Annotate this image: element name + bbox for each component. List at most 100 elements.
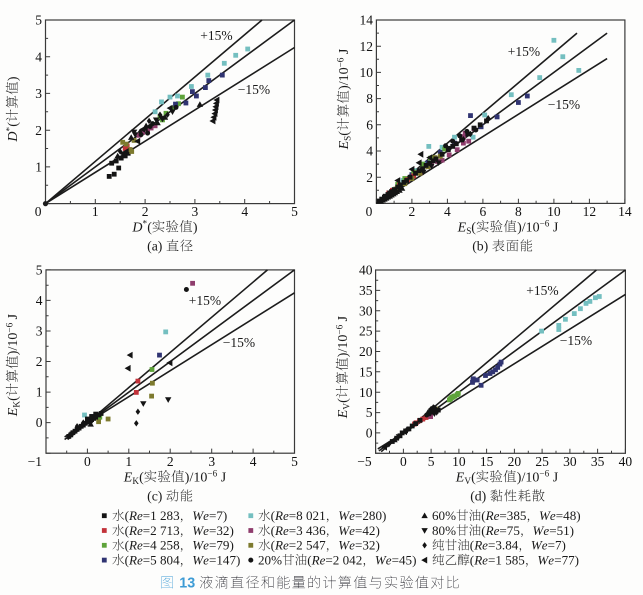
svg-text:=280): =280) [355,508,386,523]
svg-text:Re: Re [274,523,289,538]
svg-text:2: 2 [35,123,42,138]
svg-text:=42): =42) [355,523,380,538]
svg-text:(: ( [307,552,311,567]
svg-text:We: We [192,523,209,538]
svg-text:(: ( [125,523,129,538]
svg-text:−6: −6 [207,469,217,479]
svg-text:E: E [455,470,465,485]
svg-text:(: ( [125,552,129,567]
svg-text:25: 25 [535,454,549,469]
svg-text:=45): =45) [392,552,417,567]
svg-text:−6: −6 [335,57,345,67]
svg-text:J: J [553,470,559,485]
svg-text:6: 6 [480,204,487,219]
svg-text:): ) [6,76,21,81]
svg-text:(: ( [147,220,152,235]
svg-text:We: We [338,538,355,553]
svg-text:(: ( [337,131,352,136]
svg-text:S: S [466,226,471,236]
svg-text:J: J [221,470,227,485]
svg-text:25: 25 [359,324,373,339]
svg-text:We: We [375,552,392,567]
svg-text:5: 5 [35,13,42,28]
svg-text:Re: Re [485,508,500,523]
svg-text:0: 0 [84,454,91,469]
svg-text:S: S [343,136,353,141]
svg-text:15: 15 [480,454,494,469]
svg-text:D: D [6,131,21,142]
svg-text:4: 4 [250,454,257,469]
svg-text:)/10: )/10 [6,333,21,356]
svg-text:(: ( [271,538,275,553]
svg-text:5: 5 [366,405,373,420]
svg-text:Re: Re [274,508,289,523]
svg-text:=32): =32) [355,538,380,553]
svg-text:J: J [336,315,351,321]
svg-text:=5 804: =5 804 [143,552,180,567]
svg-text:Re: Re [473,552,488,567]
svg-text:(d): (d) [470,489,486,505]
svg-text:)/10: )/10 [185,470,208,485]
svg-text:)/10: )/10 [336,335,351,358]
svg-text:5: 5 [36,263,43,278]
svg-text:14: 14 [360,13,374,28]
svg-text:13: 13 [179,576,195,592]
svg-text:Re: Re [128,552,143,567]
svg-text:30: 30 [359,303,373,318]
svg-text:J: J [553,220,559,235]
svg-text:2: 2 [167,454,174,469]
svg-text:=7): =7) [548,538,566,553]
svg-text:5: 5 [428,454,435,469]
svg-text:(: ( [336,398,351,403]
svg-text:E: E [6,407,21,417]
svg-text:1: 1 [92,204,99,219]
svg-text:60%: 60% [432,508,456,523]
svg-text:We: We [338,523,355,538]
svg-text:(: ( [271,508,275,523]
svg-text:Re: Re [274,538,289,553]
svg-text:15: 15 [359,364,373,379]
svg-text:=51): =51) [549,523,574,538]
svg-text:(: ( [6,396,21,401]
svg-text:−15%: −15% [560,333,592,348]
svg-text:8: 8 [515,204,522,219]
svg-text:=4 258: =4 258 [143,538,180,553]
svg-text:(: ( [125,538,129,553]
svg-text:35: 35 [359,283,373,298]
svg-text:10: 10 [547,204,561,219]
svg-text:10: 10 [452,454,466,469]
svg-text:−6: −6 [539,469,549,479]
svg-text:−15%: −15% [223,335,255,350]
svg-text:We: We [539,508,556,523]
svg-text:+15%: +15% [189,293,221,308]
svg-text:20: 20 [359,344,373,359]
svg-text:−6: −6 [540,219,550,229]
svg-text:Re: Re [128,508,143,523]
svg-text:(: ( [6,122,21,127]
svg-text:4: 4 [444,204,451,219]
svg-text:=79): =79) [209,538,234,553]
svg-text:+15%: +15% [508,44,540,59]
svg-text:−6: −6 [334,324,344,334]
svg-text:E: E [457,220,467,235]
svg-text:J: J [6,313,21,319]
svg-text:2: 2 [409,204,416,219]
svg-text:=1 585: =1 585 [488,552,525,567]
svg-text:=2 042: =2 042 [325,552,362,567]
svg-text:2: 2 [36,354,43,369]
svg-text:3: 3 [192,204,199,219]
svg-text:0: 0 [366,204,373,219]
svg-text:40: 40 [359,263,373,278]
svg-text:(: ( [271,523,275,538]
svg-text:)/10: )/10 [517,470,540,485]
svg-text:(a): (a) [147,239,162,255]
svg-text:J: J [337,48,352,54]
svg-text:Re: Re [473,538,488,553]
svg-text:(c): (c) [147,489,162,505]
svg-text:Re: Re [128,523,143,538]
svg-text:−1: −1 [28,454,42,469]
svg-text:8: 8 [366,91,373,106]
svg-text:=1 283: =1 283 [143,508,180,523]
svg-text:1: 1 [36,385,43,400]
svg-text:Re: Re [128,538,143,553]
